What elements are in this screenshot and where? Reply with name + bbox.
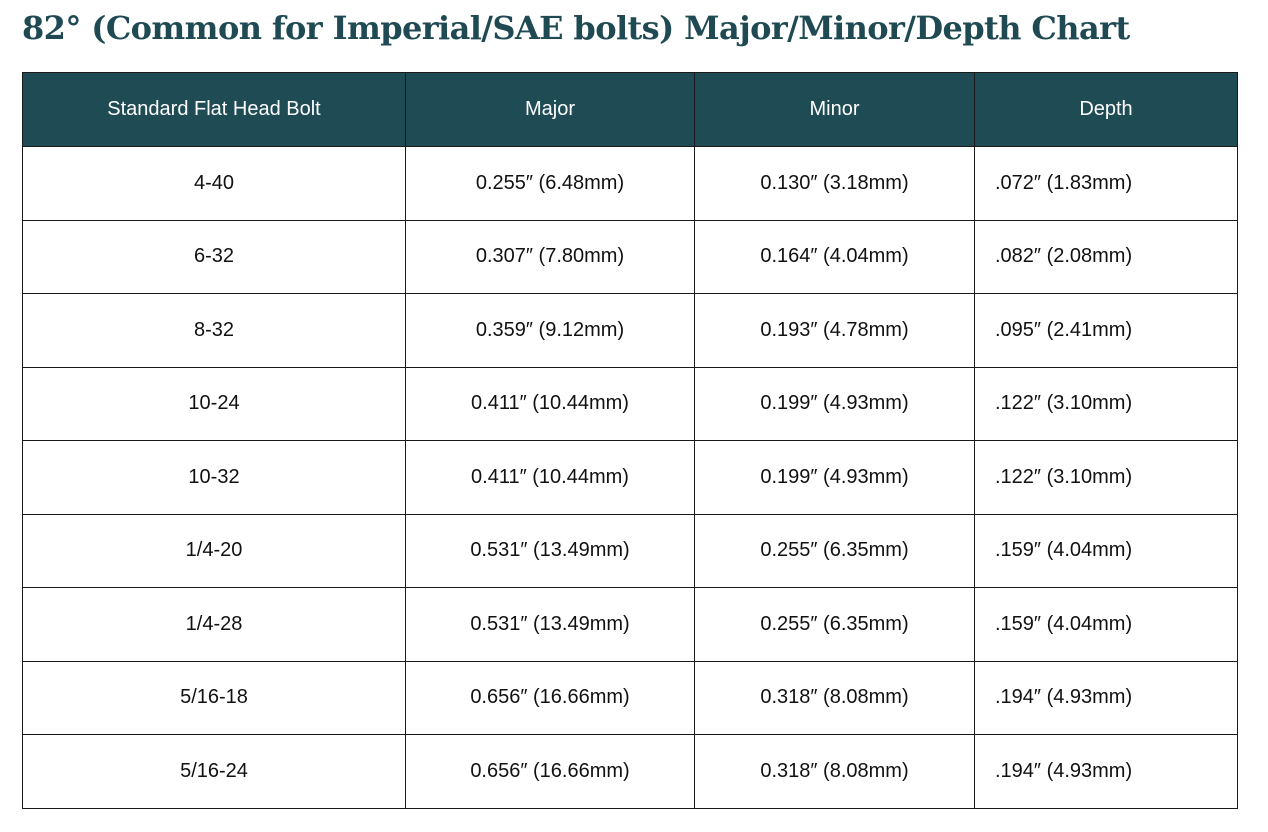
column-header-minor: Minor — [694, 72, 975, 147]
page-title: 82° (Common for Imperial/SAE bolts) Majo… — [22, 9, 1130, 47]
major-cell: 0.411″ (10.44mm) — [405, 366, 695, 441]
major-cell: 0.656″ (16.66mm) — [405, 660, 695, 735]
major-cell: 0.411″ (10.44mm) — [405, 440, 695, 515]
bolt-cell: 8-32 — [22, 293, 406, 368]
minor-cell: 0.130″ (3.18mm) — [694, 146, 975, 221]
bolt-cell: 1/4-20 — [22, 513, 406, 588]
depth-cell: .194″ (4.93mm) — [974, 734, 1238, 809]
minor-cell: 0.318″ (8.08mm) — [694, 734, 975, 809]
major-cell: 0.531″ (13.49mm) — [405, 587, 695, 662]
table-header-row: Standard Flat Head Bolt Major Minor Dept… — [22, 72, 1238, 147]
table-row: 1/4-20 0.531″ (13.49mm) 0.255″ (6.35mm) … — [22, 513, 1238, 588]
bolt-cell: 6-32 — [22, 219, 406, 294]
minor-cell: 0.164″ (4.04mm) — [694, 219, 975, 294]
depth-cell: .122″ (3.10mm) — [974, 440, 1238, 515]
table-row: 6-32 0.307″ (7.80mm) 0.164″ (4.04mm) .08… — [22, 219, 1238, 294]
depth-cell: .122″ (3.10mm) — [974, 366, 1238, 441]
bolt-cell: 5/16-18 — [22, 660, 406, 735]
bolt-dimension-table: Standard Flat Head Bolt Major Minor Dept… — [22, 72, 1238, 809]
column-header-depth: Depth — [974, 72, 1238, 147]
column-header-major: Major — [405, 72, 695, 147]
table-row: 5/16-18 0.656″ (16.66mm) 0.318″ (8.08mm)… — [22, 660, 1238, 735]
major-cell: 0.656″ (16.66mm) — [405, 734, 695, 809]
bolt-cell: 4-40 — [22, 146, 406, 221]
major-cell: 0.359″ (9.12mm) — [405, 293, 695, 368]
bolt-cell: 5/16-24 — [22, 734, 406, 809]
major-cell: 0.307″ (7.80mm) — [405, 219, 695, 294]
column-header-bolt: Standard Flat Head Bolt — [22, 72, 406, 147]
table-row: 8-32 0.359″ (9.12mm) 0.193″ (4.78mm) .09… — [22, 293, 1238, 368]
table-row: 5/16-24 0.656″ (16.66mm) 0.318″ (8.08mm)… — [22, 734, 1238, 809]
minor-cell: 0.255″ (6.35mm) — [694, 587, 975, 662]
depth-cell: .159″ (4.04mm) — [974, 513, 1238, 588]
bolt-cell: 1/4-28 — [22, 587, 406, 662]
minor-cell: 0.193″ (4.78mm) — [694, 293, 975, 368]
table-row: 10-24 0.411″ (10.44mm) 0.199″ (4.93mm) .… — [22, 366, 1238, 441]
minor-cell: 0.199″ (4.93mm) — [694, 366, 975, 441]
table-row: 1/4-28 0.531″ (13.49mm) 0.255″ (6.35mm) … — [22, 587, 1238, 662]
bolt-cell: 10-32 — [22, 440, 406, 515]
depth-cell: .095″ (2.41mm) — [974, 293, 1238, 368]
bolt-cell: 10-24 — [22, 366, 406, 441]
depth-cell: .194″ (4.93mm) — [974, 660, 1238, 735]
depth-cell: .082″ (2.08mm) — [974, 219, 1238, 294]
table-row: 4-40 0.255″ (6.48mm) 0.130″ (3.18mm) .07… — [22, 146, 1238, 221]
depth-cell: .159″ (4.04mm) — [974, 587, 1238, 662]
major-cell: 0.255″ (6.48mm) — [405, 146, 695, 221]
major-cell: 0.531″ (13.49mm) — [405, 513, 695, 588]
minor-cell: 0.318″ (8.08mm) — [694, 660, 975, 735]
depth-cell: .072″ (1.83mm) — [974, 146, 1238, 221]
minor-cell: 0.255″ (6.35mm) — [694, 513, 975, 588]
minor-cell: 0.199″ (4.93mm) — [694, 440, 975, 515]
table-row: 10-32 0.411″ (10.44mm) 0.199″ (4.93mm) .… — [22, 440, 1238, 515]
